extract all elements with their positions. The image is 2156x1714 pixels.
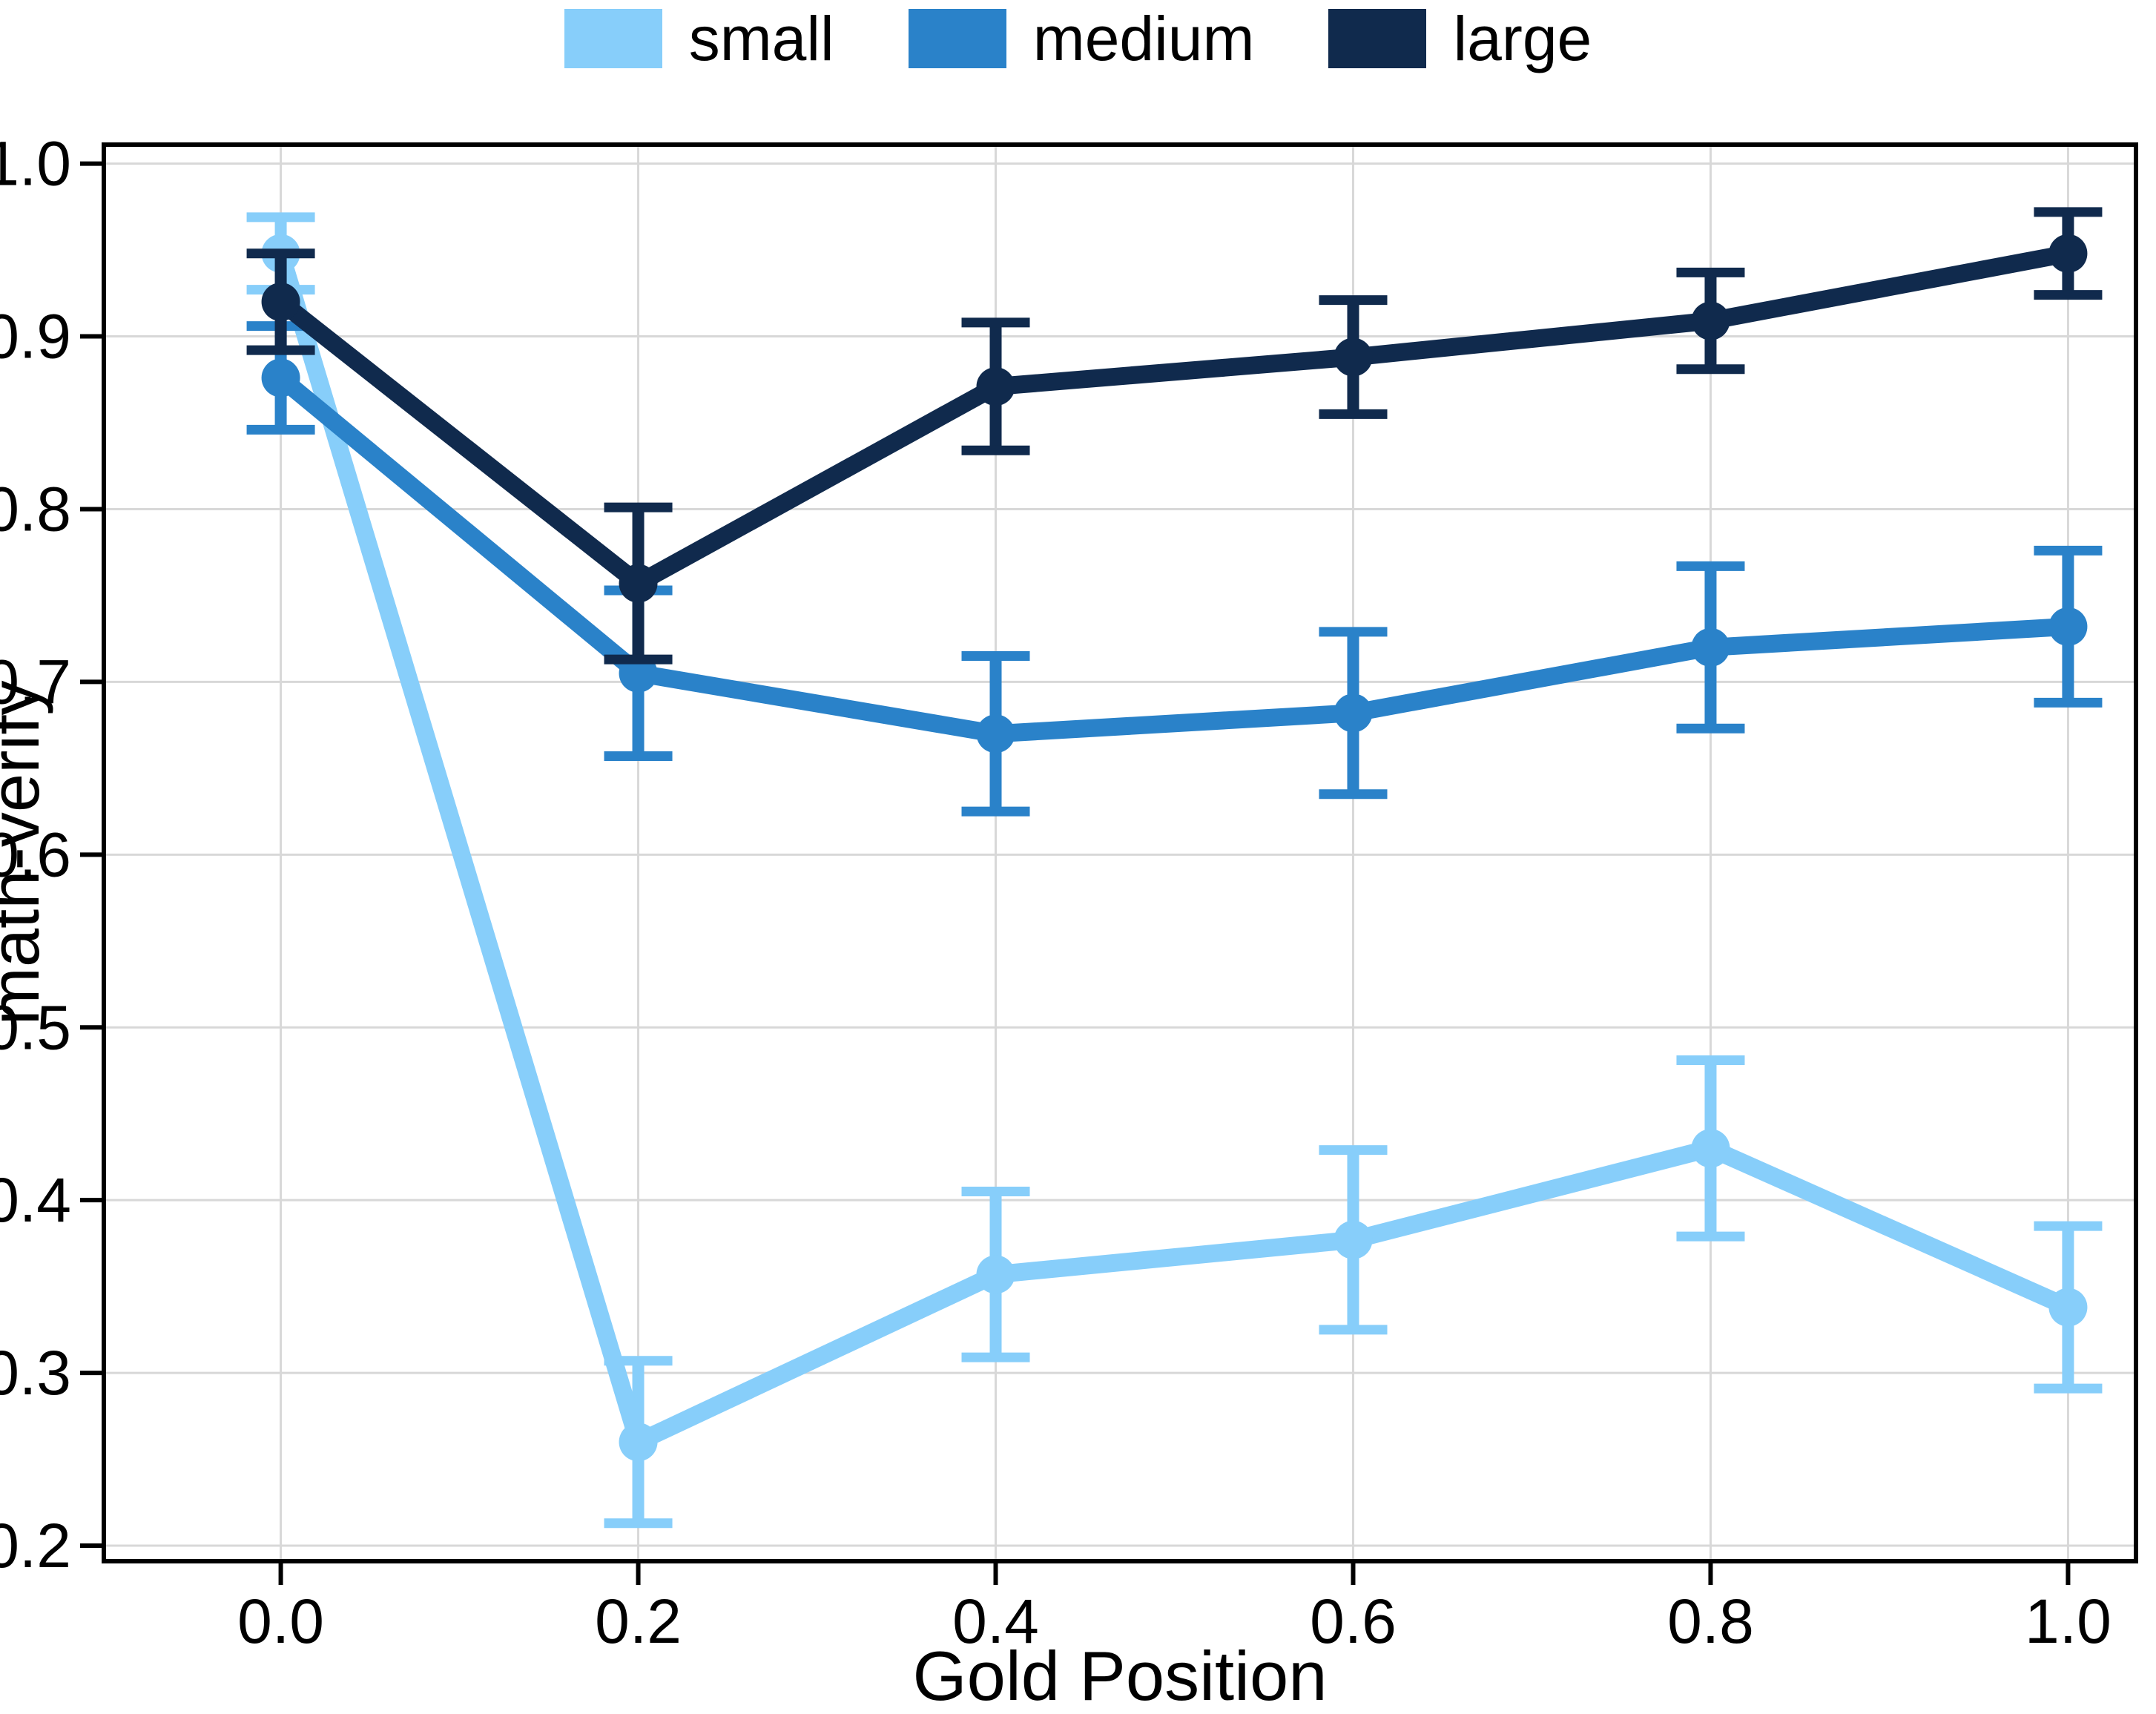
data-point-marker — [261, 282, 300, 321]
axis-layer: 0.0 0.2 0.4 0.6 0.8 1.0 0.2 0.3 0.4 0.5 0.6 0.7 0.8 0… — [0, 129, 2138, 1656]
y-tick-label: 0.8 — [0, 474, 71, 544]
data-point-marker — [1691, 301, 1730, 340]
series-line — [271, 369, 2077, 743]
series-line — [271, 244, 2077, 593]
grid-layer — [104, 145, 2136, 1561]
y-tick-label: 0.7 — [0, 647, 71, 716]
data-layer — [246, 207, 2103, 1529]
data-point-marker — [976, 714, 1015, 754]
series-line — [271, 244, 2077, 1451]
x-tick-label: 0.6 — [1310, 1586, 1397, 1656]
y-tick-label: 1.0 — [0, 129, 71, 199]
data-point-marker — [2048, 1288, 2088, 1327]
data-point-marker — [2048, 234, 2088, 273]
series-large — [246, 207, 2103, 665]
x-axis-label: Gold Position — [912, 1637, 1327, 1714]
data-point-marker — [976, 1255, 1015, 1294]
series-medium — [246, 321, 2103, 817]
axes-frame — [102, 142, 2138, 1563]
data-point-marker — [2048, 607, 2088, 646]
x-tick-label: 0.0 — [237, 1586, 324, 1656]
data-point-marker — [1334, 1220, 1373, 1259]
y-axis-label: math-verify — [0, 681, 53, 1026]
data-point-marker — [261, 358, 300, 398]
data-point-marker — [619, 564, 658, 603]
data-point-marker — [976, 367, 1015, 406]
x-tick-label: 0.4 — [952, 1586, 1039, 1656]
x-tick-label: 1.0 — [2025, 1586, 2112, 1656]
data-point-marker — [1334, 337, 1373, 377]
y-tick-label: 0.5 — [0, 992, 71, 1062]
y-tick-label: 0.9 — [0, 302, 71, 372]
data-point-marker — [619, 1423, 658, 1462]
data-point-marker — [1334, 693, 1373, 733]
y-tick-label: 0.6 — [0, 820, 71, 889]
y-tick-label: 0.3 — [0, 1338, 71, 1408]
data-point-marker — [1691, 1129, 1730, 1168]
x-tick-label: 0.2 — [595, 1586, 682, 1656]
series-small — [246, 212, 2103, 1529]
y-tick-label: 0.4 — [0, 1165, 71, 1235]
x-tick-label: 0.8 — [1667, 1586, 1754, 1656]
y-tick-label: 0.2 — [0, 1511, 71, 1580]
data-point-marker — [1691, 627, 1730, 667]
